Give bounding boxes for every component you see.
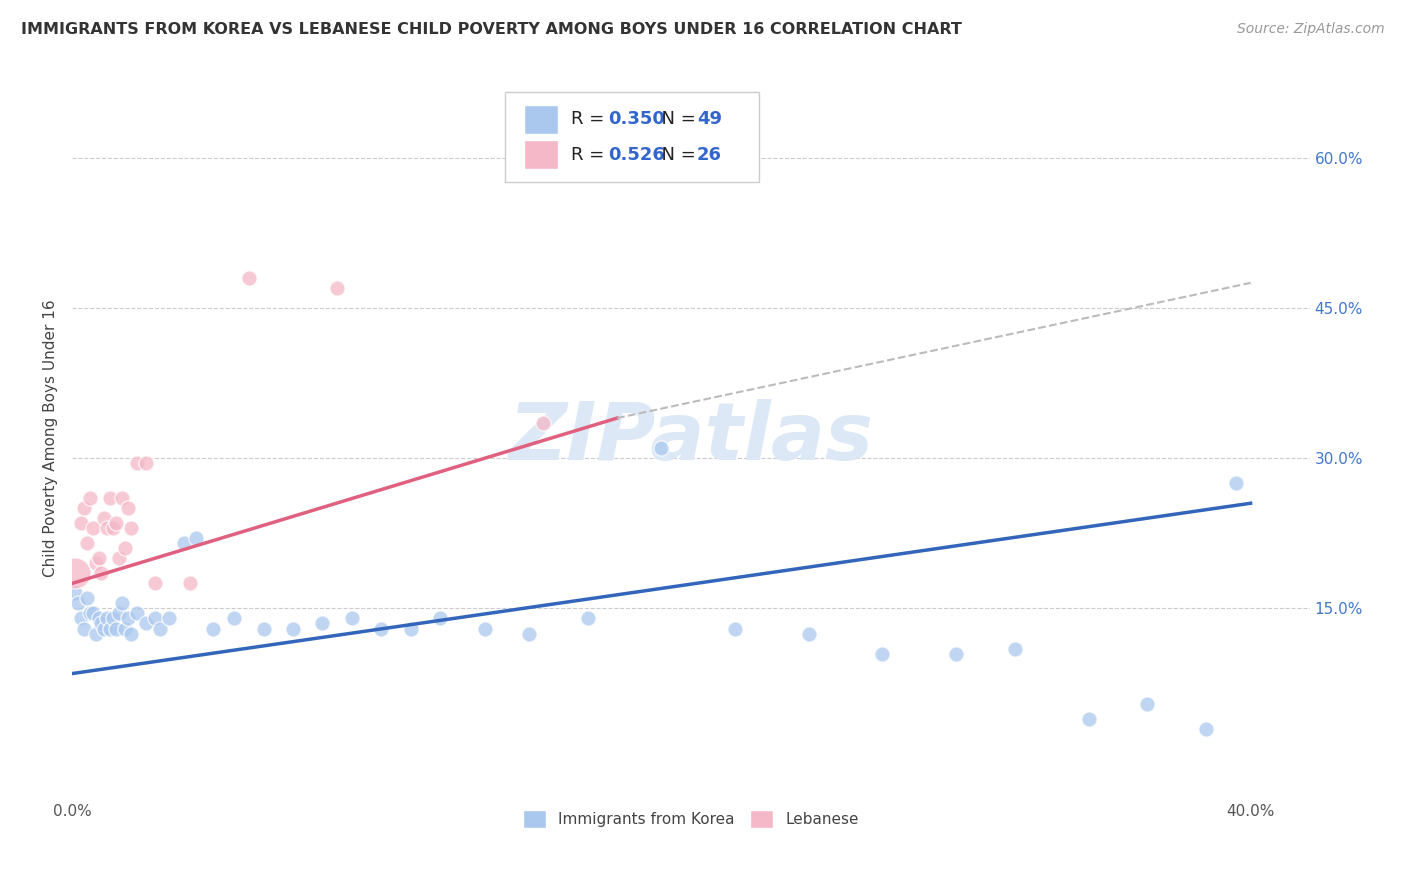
Point — [70, 516, 93, 531]
Point — [202, 622, 225, 636]
Point — [252, 622, 274, 636]
Point — [340, 611, 363, 625]
FancyBboxPatch shape — [505, 92, 759, 182]
Point — [222, 611, 245, 625]
Point — [93, 511, 115, 525]
Point — [82, 521, 104, 535]
Point — [105, 622, 128, 636]
Point — [238, 270, 260, 285]
Point — [117, 611, 139, 625]
Point — [76, 536, 98, 550]
Text: R =: R = — [571, 145, 610, 163]
Point — [73, 501, 96, 516]
Point — [111, 491, 134, 506]
Point — [326, 281, 349, 295]
Text: 0.350: 0.350 — [607, 111, 665, 128]
Point — [93, 622, 115, 636]
Point — [84, 557, 107, 571]
Point — [108, 607, 131, 621]
Point — [650, 441, 672, 455]
Point — [84, 626, 107, 640]
Text: IMMIGRANTS FROM KOREA VS LEBANESE CHILD POVERTY AMONG BOYS UNDER 16 CORRELATION : IMMIGRANTS FROM KOREA VS LEBANESE CHILD … — [21, 22, 962, 37]
Text: R =: R = — [571, 111, 610, 128]
Point — [576, 611, 599, 625]
Point — [76, 591, 98, 606]
Point — [120, 626, 142, 640]
Text: 49: 49 — [697, 111, 721, 128]
Point — [184, 532, 207, 546]
Point — [63, 566, 86, 581]
Point — [533, 416, 555, 430]
Point — [945, 647, 967, 661]
Point — [98, 491, 121, 506]
Point — [179, 576, 201, 591]
Point — [1225, 476, 1247, 491]
Point — [103, 521, 125, 535]
Point — [87, 611, 110, 625]
Point — [797, 626, 820, 640]
Point — [474, 622, 496, 636]
Point — [111, 597, 134, 611]
Point — [149, 622, 172, 636]
Point — [399, 622, 422, 636]
Point — [125, 607, 148, 621]
Point — [90, 616, 112, 631]
Point — [143, 576, 166, 591]
Y-axis label: Child Poverty Among Boys Under 16: Child Poverty Among Boys Under 16 — [44, 300, 58, 577]
Point — [87, 551, 110, 566]
Point — [66, 597, 89, 611]
Point — [724, 622, 747, 636]
Point — [135, 616, 157, 631]
Point — [173, 536, 195, 550]
Text: ZIPatlas: ZIPatlas — [508, 399, 873, 477]
Point — [73, 622, 96, 636]
Point — [370, 622, 392, 636]
Point — [125, 456, 148, 470]
Point — [135, 456, 157, 470]
Point — [82, 607, 104, 621]
Point — [114, 541, 136, 556]
Point — [157, 611, 180, 625]
Point — [311, 616, 333, 631]
Point — [103, 611, 125, 625]
Point — [63, 586, 86, 600]
Point — [517, 626, 540, 640]
Text: Source: ZipAtlas.com: Source: ZipAtlas.com — [1237, 22, 1385, 37]
Text: N =: N = — [650, 111, 702, 128]
Text: 26: 26 — [697, 145, 721, 163]
Point — [429, 611, 451, 625]
Point — [1136, 697, 1159, 711]
Point — [143, 611, 166, 625]
Point — [98, 622, 121, 636]
Legend: Immigrants from Korea, Lebanese: Immigrants from Korea, Lebanese — [517, 804, 865, 835]
Point — [1195, 722, 1218, 736]
Point — [79, 607, 101, 621]
FancyBboxPatch shape — [523, 105, 558, 134]
Point — [90, 566, 112, 581]
Point — [281, 622, 304, 636]
Text: 0.526: 0.526 — [607, 145, 665, 163]
Point — [79, 491, 101, 506]
Point — [96, 611, 118, 625]
Point — [120, 521, 142, 535]
Point — [114, 622, 136, 636]
Point — [108, 551, 131, 566]
Point — [872, 647, 894, 661]
Text: N =: N = — [650, 145, 702, 163]
FancyBboxPatch shape — [523, 140, 558, 169]
Point — [105, 516, 128, 531]
Point — [1004, 641, 1026, 656]
Point — [117, 501, 139, 516]
Point — [70, 611, 93, 625]
Point — [1077, 712, 1099, 726]
Point — [96, 521, 118, 535]
